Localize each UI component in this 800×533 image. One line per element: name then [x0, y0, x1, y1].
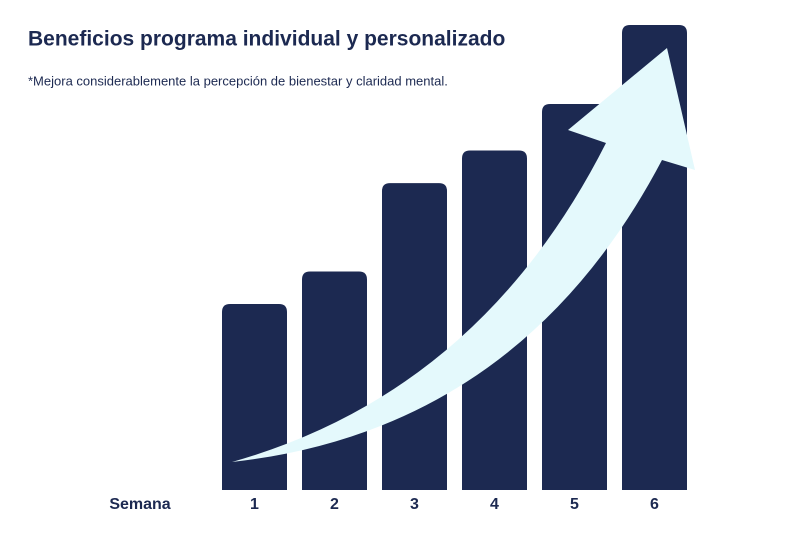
bar: [222, 304, 287, 490]
chart-title: Beneficios programa individual y persona…: [28, 28, 505, 51]
x-tick-label: 1: [250, 496, 259, 513]
x-axis-label: Semana: [109, 496, 170, 513]
chart-subtitle: *Mejora considerablemente la percepción …: [28, 73, 448, 88]
x-tick-label: 2: [330, 496, 339, 513]
x-tick-label: 5: [570, 496, 579, 513]
x-tick-label: 3: [410, 496, 419, 513]
x-tick-label: 4: [490, 496, 499, 513]
bar: [302, 271, 367, 490]
growth-arrow: [232, 48, 695, 462]
x-tick-label: 6: [650, 496, 659, 513]
bar: [382, 183, 447, 490]
